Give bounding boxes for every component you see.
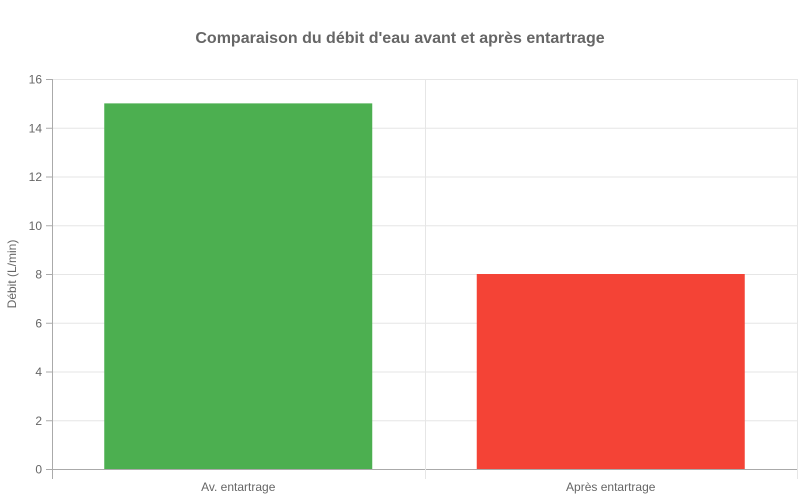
y-tick-label: 14 [29, 121, 43, 135]
x-tick-label: Après entartrage [566, 480, 656, 494]
x-tick-label: Av. entartrage [201, 480, 276, 494]
bar [104, 103, 373, 469]
bar [476, 274, 745, 469]
y-tick-label: 0 [35, 463, 42, 477]
y-tick-label: 4 [35, 365, 42, 379]
y-tick-label: 2 [35, 414, 42, 428]
y-tick-label: 8 [35, 268, 42, 282]
y-tick-label: 6 [35, 316, 42, 330]
y-tick-label: 12 [29, 170, 43, 184]
y-tick-label: 10 [29, 219, 43, 233]
chart-title: Comparaison du débit d'eau avant et aprè… [195, 30, 605, 47]
y-tick-label: 16 [29, 73, 43, 87]
